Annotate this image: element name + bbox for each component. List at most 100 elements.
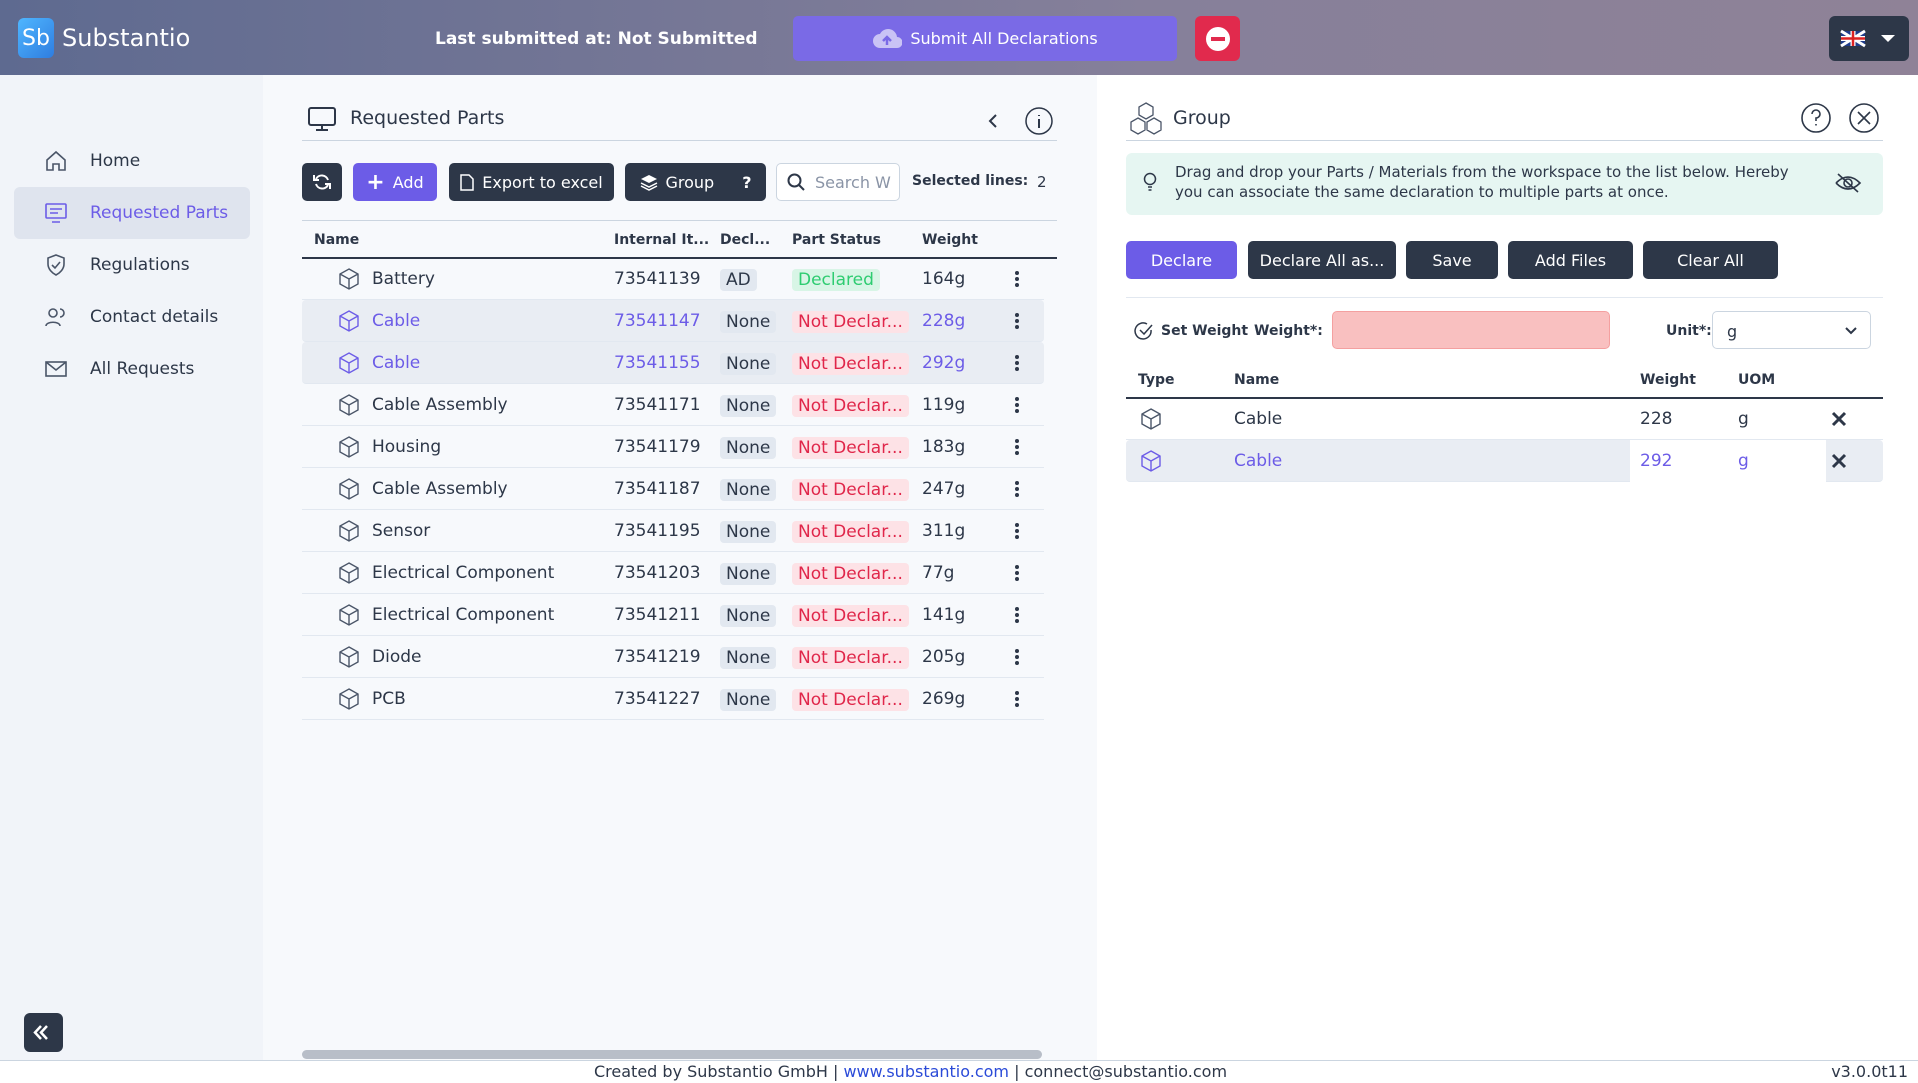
submit-label: Submit All Declarations bbox=[910, 29, 1098, 48]
action-button[interactable]: Add Files bbox=[1508, 241, 1633, 279]
contact: | connect@substantio.com bbox=[1014, 1062, 1228, 1081]
collapse-button[interactable] bbox=[24, 1013, 63, 1052]
declaration-badge: None bbox=[720, 689, 777, 711]
nav-item[interactable]: All Requests bbox=[14, 343, 250, 395]
selected-count: 2 bbox=[1037, 173, 1047, 191]
stop-button[interactable] bbox=[1195, 16, 1240, 61]
remove-button[interactable] bbox=[1830, 452, 1848, 475]
scrollbar[interactable] bbox=[302, 1050, 1042, 1059]
part-row[interactable]: Cable 73541147 None Not Declar... 228g bbox=[302, 300, 1044, 342]
weight: 183g bbox=[922, 437, 966, 457]
weight: 292 bbox=[1640, 451, 1673, 471]
weight-label: Weight*: bbox=[1254, 323, 1323, 339]
panel-controls[interactable] bbox=[985, 106, 1057, 140]
row-menu[interactable] bbox=[1014, 396, 1020, 419]
part-row[interactable]: Diode 73541219 None Not Declar... 205g bbox=[302, 636, 1044, 678]
part-name: Housing bbox=[372, 437, 442, 457]
group-row[interactable]: Cable 292 g bbox=[1126, 440, 1883, 482]
row-menu[interactable] bbox=[1014, 522, 1020, 545]
part-icon bbox=[338, 393, 360, 422]
unit-select[interactable]: g bbox=[1712, 311, 1871, 349]
part-row[interactable]: Battery 73541139 AD Declared 164g bbox=[302, 258, 1044, 300]
add-button[interactable]: + Add bbox=[353, 163, 437, 201]
weight: 119g bbox=[922, 395, 966, 415]
part-row[interactable]: Sensor 73541195 None Not Declar... 311g bbox=[302, 510, 1044, 552]
nav-item[interactable]: Regulations bbox=[14, 239, 250, 291]
refresh-button[interactable] bbox=[302, 163, 342, 201]
action-button[interactable]: Declare All as... bbox=[1248, 241, 1396, 279]
internal-id: 73541139 bbox=[614, 269, 701, 289]
value: Not Submitted bbox=[617, 29, 758, 49]
part-icon bbox=[338, 687, 360, 716]
export-button[interactable]: Export to excel bbox=[449, 163, 614, 201]
row-menu[interactable] bbox=[1014, 648, 1020, 671]
group-row[interactable]: Cable 228 g bbox=[1126, 398, 1883, 440]
status-badge: Not Declar... bbox=[792, 479, 909, 501]
part-name: PCB bbox=[372, 689, 406, 709]
column-header: Weight bbox=[922, 232, 978, 248]
part-row[interactable]: Cable Assembly 73541187 None Not Declar... 2… bbox=[302, 468, 1044, 510]
weight: 292g bbox=[922, 353, 966, 373]
label: Add bbox=[392, 172, 424, 192]
button-label: Declare All as... bbox=[1259, 250, 1385, 270]
action-button[interactable]: Declare bbox=[1126, 241, 1237, 279]
part-row[interactable]: Electrical Component 73541211 None Not Decl… bbox=[302, 594, 1044, 636]
row-menu[interactable] bbox=[1014, 312, 1020, 335]
internal-id: 73541187 bbox=[614, 479, 701, 499]
part-row[interactable]: Cable 73541155 None Not Declar... 292g bbox=[302, 342, 1044, 384]
declaration-badge: AD bbox=[720, 269, 757, 291]
part-icon bbox=[338, 435, 360, 464]
placeholder: Search W bbox=[815, 172, 891, 192]
column-header: UOM bbox=[1738, 372, 1776, 388]
internal-id: 73541155 bbox=[614, 353, 701, 373]
group-button[interactable]: Group? bbox=[625, 163, 766, 201]
weight-cell-bg bbox=[1630, 440, 1826, 482]
logo: Sb bbox=[18, 18, 54, 58]
row-menu[interactable] bbox=[1014, 690, 1020, 713]
hide-icon[interactable] bbox=[1834, 172, 1862, 198]
website-link[interactable]: www.substantio.com bbox=[843, 1062, 1010, 1081]
nav-item[interactable]: Contact details bbox=[14, 291, 250, 343]
language-select[interactable] bbox=[1829, 16, 1909, 61]
part-name: Cable bbox=[372, 311, 421, 331]
button-label: Clear All bbox=[1677, 250, 1744, 270]
row-menu[interactable] bbox=[1014, 606, 1020, 629]
part-icon bbox=[338, 603, 360, 632]
internal-id: 73541179 bbox=[614, 437, 701, 457]
uom: g bbox=[1738, 451, 1749, 471]
status-badge: Not Declar... bbox=[792, 353, 909, 375]
weight: 205g bbox=[922, 647, 966, 667]
part-icon bbox=[338, 309, 360, 338]
row-menu[interactable] bbox=[1014, 270, 1020, 293]
part-name: Electrical Component bbox=[372, 563, 555, 583]
header-line bbox=[302, 257, 1057, 259]
part-row[interactable]: Electrical Component 73541203 None Not Decl… bbox=[302, 552, 1044, 594]
part-row[interactable]: Housing 73541179 None Not Declar... 183g bbox=[302, 426, 1044, 468]
row-menu[interactable] bbox=[1014, 354, 1020, 377]
sidebar bbox=[0, 75, 263, 1060]
row-menu[interactable] bbox=[1014, 480, 1020, 503]
declaration-badge: None bbox=[720, 647, 777, 669]
nav-item[interactable]: Requested Parts bbox=[14, 187, 250, 239]
submit-button[interactable]: Submit All Declarations bbox=[793, 16, 1177, 61]
part-row[interactable]: PCB 73541227 None Not Declar... 269g bbox=[302, 678, 1044, 720]
remove-button[interactable] bbox=[1830, 410, 1848, 433]
action-button[interactable]: Clear All bbox=[1643, 241, 1778, 279]
part-name: Electrical Component bbox=[372, 605, 555, 625]
status-badge: Not Declar... bbox=[792, 563, 909, 585]
part-row[interactable]: Cable Assembly 73541171 None Not Declar... 1… bbox=[302, 384, 1044, 426]
column-header: Type bbox=[1138, 372, 1175, 388]
nav-item[interactable]: Home bbox=[14, 135, 250, 187]
internal-id: 73541219 bbox=[614, 647, 701, 667]
column-header: Name bbox=[1234, 372, 1280, 388]
set-weight[interactable]: Set Weight bbox=[1161, 323, 1249, 339]
row-menu[interactable] bbox=[1014, 564, 1020, 587]
search-input[interactable]: Search W bbox=[776, 163, 900, 201]
panel-controls[interactable] bbox=[1800, 102, 1880, 138]
weight-input[interactable] bbox=[1332, 311, 1610, 349]
declaration-badge: None bbox=[720, 479, 777, 501]
row-menu[interactable] bbox=[1014, 438, 1020, 461]
column-header: Decl... bbox=[720, 232, 771, 248]
action-button[interactable]: Save bbox=[1406, 241, 1498, 279]
